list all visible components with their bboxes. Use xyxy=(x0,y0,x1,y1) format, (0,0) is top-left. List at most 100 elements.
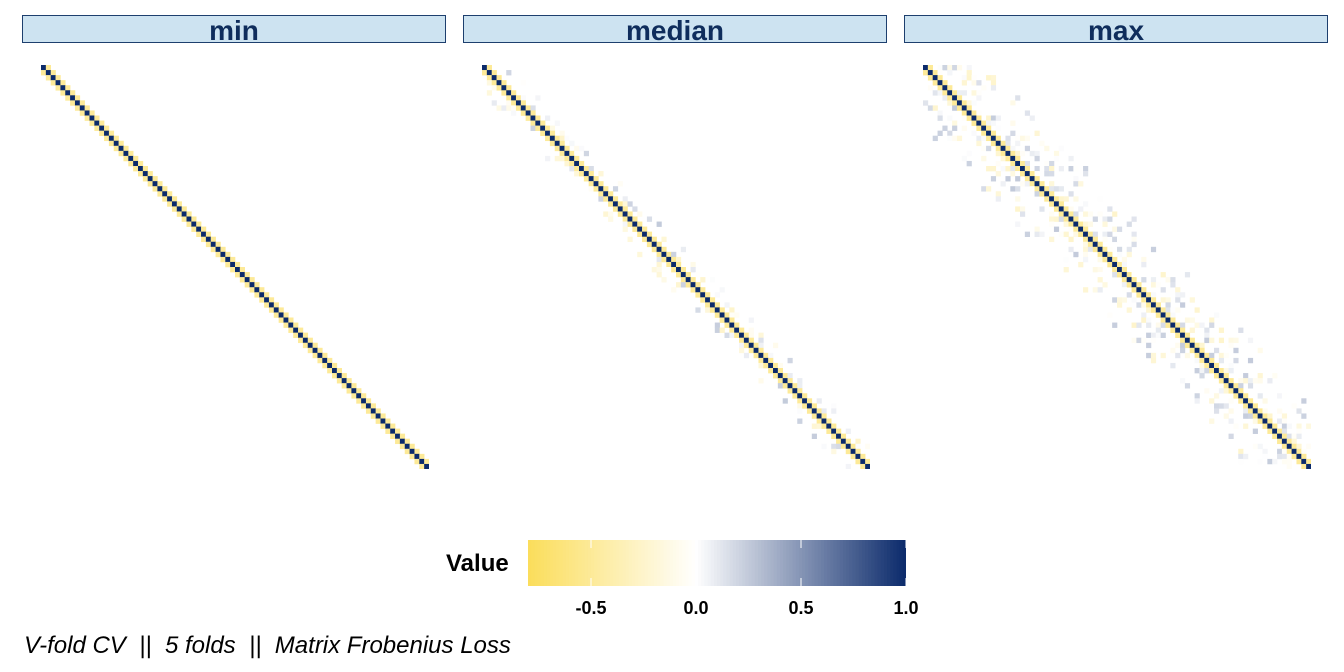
heatmap-cell xyxy=(690,267,696,273)
heatmap-cell xyxy=(1131,287,1137,293)
colorbar-segment xyxy=(575,540,579,586)
heatmap-cell xyxy=(845,463,851,469)
heatmap-cell xyxy=(1131,241,1137,248)
heatmap-cell xyxy=(559,150,565,157)
heatmap-cell xyxy=(690,277,696,283)
heatmap-cell xyxy=(763,362,769,369)
heatmap-cell xyxy=(1209,368,1215,374)
heatmap-cell xyxy=(1238,393,1244,399)
heatmap-cell xyxy=(1117,226,1123,232)
heatmap-cell xyxy=(390,433,396,439)
heatmap-cell xyxy=(1160,287,1166,293)
heatmap-cell xyxy=(787,378,793,384)
heatmap-cell xyxy=(995,135,1001,142)
heatmap-cell xyxy=(1214,347,1220,354)
heatmap-cell xyxy=(1068,216,1074,222)
heatmap-cell xyxy=(118,140,124,147)
heatmap-cell xyxy=(1029,115,1035,121)
heatmap-cell xyxy=(758,362,764,369)
heatmap-cell xyxy=(966,115,972,121)
heatmap-cell xyxy=(1228,433,1234,439)
heatmap-cell xyxy=(1194,393,1200,399)
heatmap-cell xyxy=(545,130,551,136)
heatmap-cell xyxy=(1146,292,1152,298)
heatmap-cell xyxy=(637,231,643,237)
colorbar-segment xyxy=(855,540,860,586)
heatmap-cell xyxy=(1209,398,1215,404)
heatmap-cell xyxy=(966,110,972,116)
heatmap-cell xyxy=(961,155,967,162)
heatmap-cell xyxy=(1223,383,1229,389)
heatmap-cell xyxy=(612,201,619,207)
heatmap-cell xyxy=(1044,171,1050,177)
heatmap-cell xyxy=(1150,277,1157,283)
heatmap-cell xyxy=(1015,155,1021,162)
facet-strip-min: min xyxy=(22,15,446,46)
heatmap-cell xyxy=(1291,453,1297,460)
heatmap-cell xyxy=(1005,145,1011,152)
heatmap-cell xyxy=(676,261,682,268)
colorbar-segment xyxy=(748,540,753,586)
heatmap-cell xyxy=(1039,140,1045,147)
heatmap-cell xyxy=(283,322,289,328)
heatmap-cell xyxy=(588,171,594,177)
heatmap-cell xyxy=(351,383,357,389)
heatmap-cell xyxy=(1058,186,1064,192)
heatmap-cell xyxy=(1301,458,1307,465)
heatmap-cell xyxy=(491,100,497,106)
heatmap-cell xyxy=(1252,413,1258,419)
colorbar-segment xyxy=(726,540,731,586)
heatmap-cell xyxy=(511,95,517,101)
colorbar-segment xyxy=(802,540,806,586)
heatmap-cell xyxy=(1267,423,1273,429)
heatmap-cell xyxy=(1117,246,1123,253)
heatmap-cell xyxy=(608,201,614,207)
heatmap-cell xyxy=(1296,443,1302,450)
heatmap-cell xyxy=(927,85,933,91)
colorbar-segment xyxy=(707,540,712,586)
heatmap-cell xyxy=(685,282,691,288)
heatmap-cell xyxy=(201,226,207,232)
heatmap-cell xyxy=(816,418,822,424)
colorbar-segment xyxy=(783,540,787,586)
heatmap-cell xyxy=(1155,362,1161,369)
heatmap-cell xyxy=(1073,211,1079,217)
heatmap-cell xyxy=(1146,342,1152,349)
heatmap-cell xyxy=(719,312,725,318)
heatmap-cell xyxy=(995,115,1001,121)
heatmap-cell xyxy=(836,433,842,439)
heatmap-cell xyxy=(1194,322,1200,328)
heatmap-cell xyxy=(1150,337,1157,344)
heatmap-cell xyxy=(1146,352,1152,359)
heatmap-cell xyxy=(559,130,565,136)
colorbar-segment xyxy=(710,540,715,586)
heatmap-cell xyxy=(1214,373,1220,379)
heatmap-cell xyxy=(1063,216,1069,222)
heatmap-cell xyxy=(1049,221,1055,227)
heatmap-cell xyxy=(666,256,672,263)
heatmap-cell xyxy=(1194,398,1200,404)
heatmap-cell xyxy=(113,140,119,147)
heatmap-cell xyxy=(937,75,943,81)
heatmap-cell xyxy=(961,100,967,106)
heatmap-cell xyxy=(104,130,110,136)
colorbar-segment xyxy=(534,540,538,586)
heatmap-cell xyxy=(971,90,977,96)
heatmap-cell xyxy=(661,251,667,258)
heatmap-cell xyxy=(501,85,507,91)
heatmap-cell xyxy=(714,302,720,308)
colorbar-segment xyxy=(773,540,778,586)
heatmap-cell xyxy=(1199,322,1205,328)
heatmap-cell xyxy=(1107,261,1113,268)
heatmap-cell xyxy=(50,80,56,86)
heatmap-cell xyxy=(186,221,192,227)
heatmap-cell xyxy=(622,221,628,227)
heatmap-cell xyxy=(821,423,827,429)
heatmap-cell xyxy=(482,65,488,71)
heatmap-cell xyxy=(1228,408,1234,414)
heatmap-cell xyxy=(1204,368,1210,374)
heatmap-cell xyxy=(1170,312,1176,318)
heatmap-cell xyxy=(1044,166,1050,172)
heatmap-cell xyxy=(961,90,967,96)
heatmap-cell xyxy=(278,317,284,323)
